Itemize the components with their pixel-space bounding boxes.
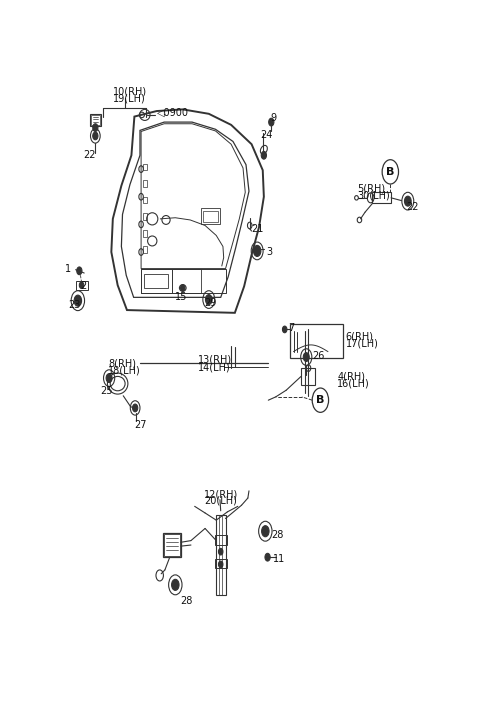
Circle shape xyxy=(265,554,270,561)
Text: 28: 28 xyxy=(271,530,284,540)
Text: 4(RH): 4(RH) xyxy=(337,371,365,381)
Text: 5(RH): 5(RH) xyxy=(358,183,386,193)
Text: 8(RH): 8(RH) xyxy=(108,359,136,369)
Text: 14(LH): 14(LH) xyxy=(198,362,231,372)
Circle shape xyxy=(132,404,138,412)
Circle shape xyxy=(405,196,411,206)
Circle shape xyxy=(93,123,98,131)
Text: 17(LH): 17(LH) xyxy=(346,338,379,348)
Circle shape xyxy=(218,561,223,568)
Text: 18(LH): 18(LH) xyxy=(108,365,141,376)
Text: B: B xyxy=(316,395,324,405)
Text: 16(LH): 16(LH) xyxy=(337,378,370,388)
Circle shape xyxy=(172,579,179,590)
Text: 26: 26 xyxy=(312,351,324,361)
Circle shape xyxy=(106,373,112,383)
Circle shape xyxy=(205,294,212,304)
Circle shape xyxy=(79,282,84,289)
Text: 22: 22 xyxy=(83,150,96,160)
Circle shape xyxy=(253,246,261,256)
Circle shape xyxy=(180,284,185,292)
Circle shape xyxy=(269,118,274,126)
Circle shape xyxy=(93,132,98,140)
Circle shape xyxy=(74,295,82,306)
Text: 11: 11 xyxy=(273,554,285,564)
Text: B: B xyxy=(386,167,395,177)
Circle shape xyxy=(77,267,82,275)
Text: 22: 22 xyxy=(406,202,419,212)
Circle shape xyxy=(218,549,223,555)
Text: 27: 27 xyxy=(134,419,147,429)
Text: 3: 3 xyxy=(266,247,273,257)
Text: 10(RH): 10(RH) xyxy=(113,87,147,97)
Text: 20(LH): 20(LH) xyxy=(204,496,237,505)
Text: 6(RH): 6(RH) xyxy=(346,331,374,341)
Text: 19(LH): 19(LH) xyxy=(113,93,145,103)
Circle shape xyxy=(303,353,309,361)
Text: ◁0900: ◁0900 xyxy=(156,108,189,118)
Circle shape xyxy=(282,326,287,332)
Text: 21: 21 xyxy=(251,224,264,234)
Text: 24: 24 xyxy=(260,130,273,140)
Text: 15: 15 xyxy=(175,292,187,302)
Circle shape xyxy=(261,151,266,159)
Text: 23: 23 xyxy=(68,299,81,309)
Text: 12(RH): 12(RH) xyxy=(204,489,239,499)
Text: 29: 29 xyxy=(204,298,216,308)
Text: 9: 9 xyxy=(270,113,276,123)
Text: 2: 2 xyxy=(81,281,87,292)
Text: 28: 28 xyxy=(180,597,192,607)
Circle shape xyxy=(262,526,269,537)
Text: 13(RH): 13(RH) xyxy=(198,355,232,365)
Text: 25: 25 xyxy=(100,386,113,396)
Text: 7: 7 xyxy=(288,323,295,333)
Text: 1: 1 xyxy=(65,264,72,274)
Text: 30(LH): 30(LH) xyxy=(358,190,390,200)
